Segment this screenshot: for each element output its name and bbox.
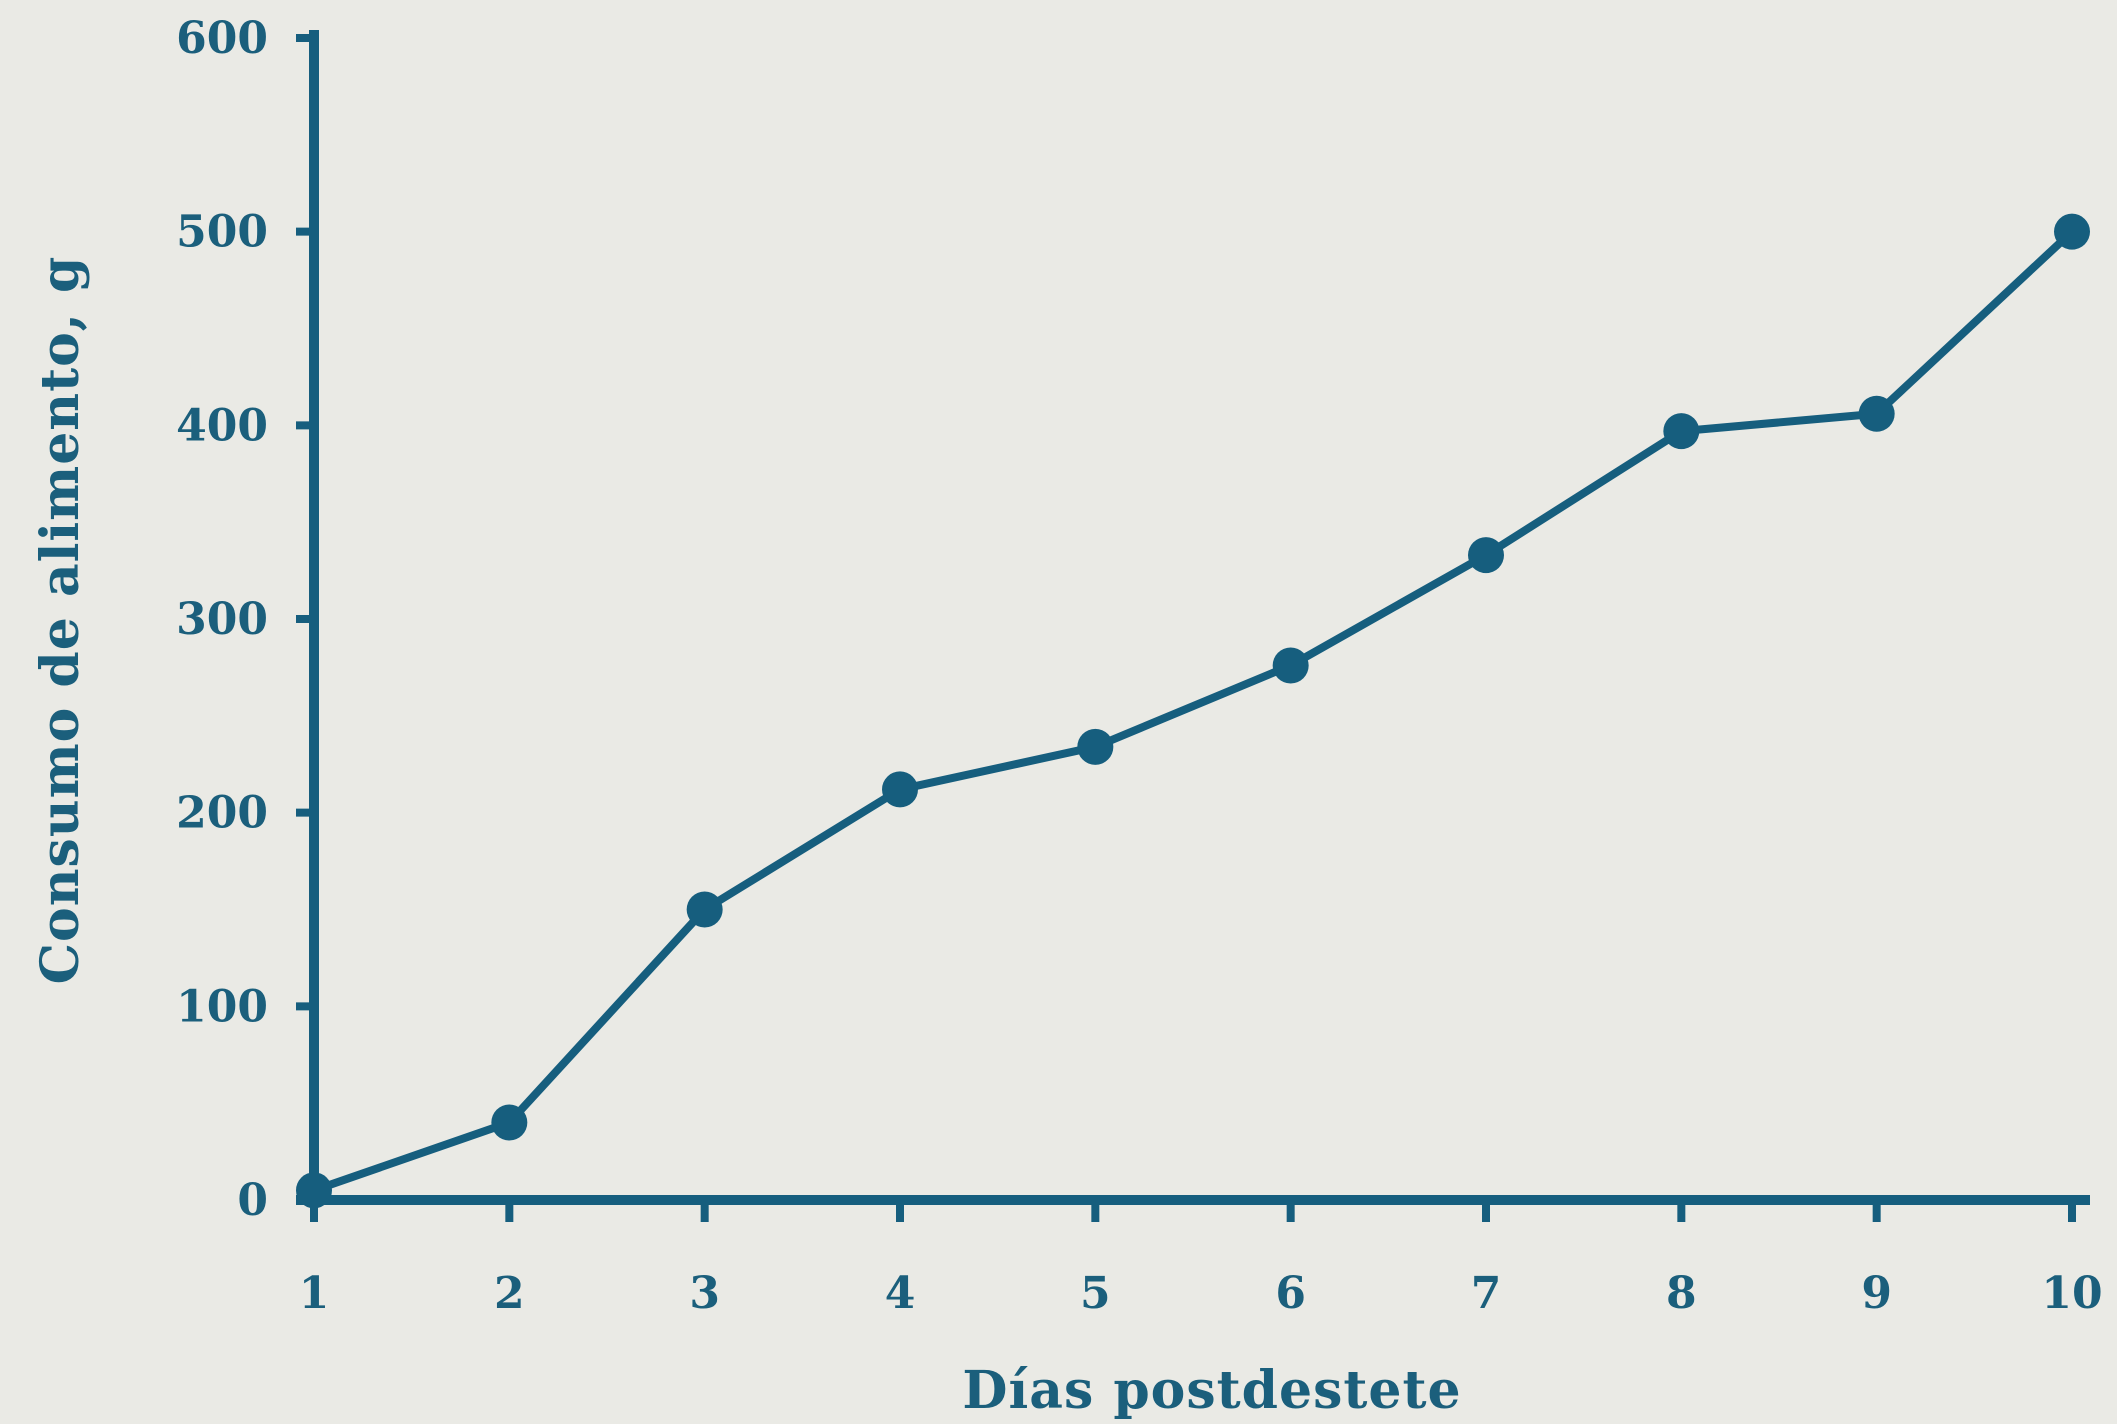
- data-point: [2054, 213, 2090, 250]
- data-point: [296, 1172, 332, 1209]
- y-axis-ticks: 0 100 200 300 400 500 600: [176, 13, 314, 1226]
- x-tick-label: 5: [1080, 1268, 1111, 1319]
- data-point: [1858, 395, 1895, 432]
- x-tick-label: 2: [494, 1268, 525, 1319]
- y-tick-label: 500: [176, 207, 268, 258]
- y-tick-label: 0: [237, 1175, 268, 1226]
- data-point: [1468, 537, 1504, 574]
- y-tick-label: 100: [176, 981, 268, 1032]
- x-tick-label: 3: [689, 1268, 720, 1319]
- series-line: [312, 228, 2075, 1195]
- x-axis-title: Días postdestete: [962, 1360, 1461, 1421]
- x-tick-label: 7: [1471, 1268, 1502, 1319]
- data-point: [491, 1104, 528, 1141]
- chart-axes: [296, 30, 2090, 1205]
- x-tick-label: 4: [885, 1268, 916, 1319]
- x-tick-label: 8: [1666, 1268, 1697, 1319]
- y-tick-label: 400: [176, 400, 268, 451]
- y-tick-label: 600: [176, 13, 268, 64]
- data-point: [1663, 413, 1700, 450]
- x-axis-ticks: 1 2 3 4 5 6 7 8 9 10: [299, 1200, 2103, 1319]
- chart-series: [296, 213, 2090, 1209]
- x-tick-label: 6: [1275, 1268, 1306, 1319]
- data-point: [686, 891, 723, 928]
- x-tick-label: 1: [299, 1268, 330, 1319]
- data-point: [1077, 728, 1114, 765]
- x-tick-label: 10: [2041, 1268, 2102, 1319]
- y-tick-label: 300: [176, 594, 268, 645]
- data-point: [882, 771, 918, 808]
- y-tick-label: 200: [176, 788, 268, 839]
- x-tick-label: 9: [1861, 1268, 1892, 1319]
- data-point: [1272, 647, 1309, 684]
- y-axis-title: Consumo de alimento, g: [30, 256, 91, 985]
